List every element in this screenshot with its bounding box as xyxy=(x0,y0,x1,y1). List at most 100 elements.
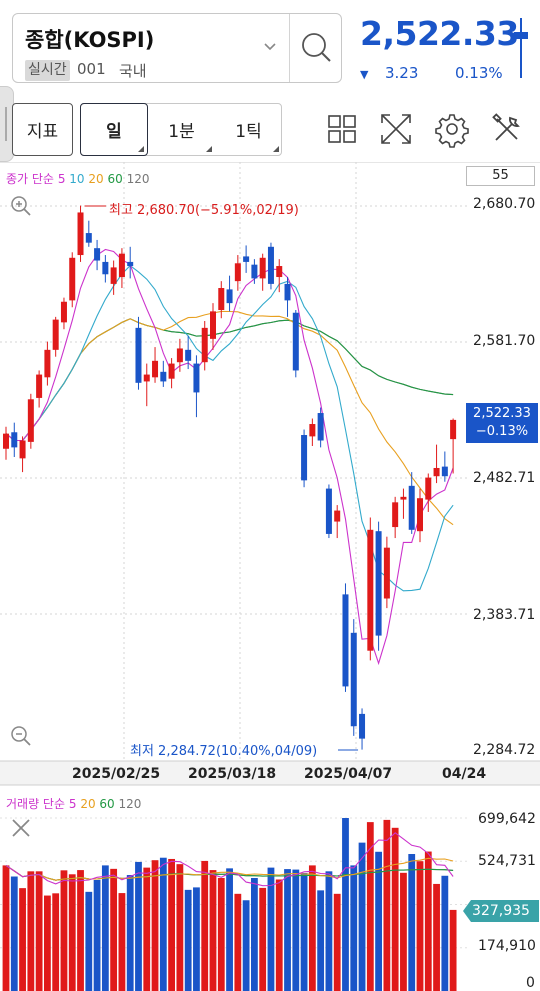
low-label: 최저 2,284.72(10.40%,04/09) xyxy=(130,744,318,759)
current-price-tag-change: −0.13% xyxy=(475,424,529,439)
volume-bar xyxy=(176,864,184,991)
close-x-icon[interactable] xyxy=(10,817,32,839)
candle-body xyxy=(309,424,316,437)
volume-bar xyxy=(242,900,250,991)
volume-bar xyxy=(126,875,134,991)
candle-body xyxy=(226,289,233,304)
search-icon[interactable] xyxy=(290,14,342,82)
x-tick-4: 04/24 xyxy=(442,766,487,782)
candle-body xyxy=(317,413,324,441)
candle-body xyxy=(168,363,175,379)
fullscreen-icon[interactable] xyxy=(377,110,415,148)
candle-body xyxy=(110,267,117,284)
volume-bar xyxy=(151,860,159,991)
candle-body xyxy=(367,529,374,651)
volume-bar xyxy=(366,822,374,991)
candle-body xyxy=(243,256,250,262)
volume-bar xyxy=(93,879,101,991)
candle-body xyxy=(77,212,84,256)
y-tick-2: 2,581.70 xyxy=(473,333,536,349)
candle-body xyxy=(102,261,109,275)
symbol-selector[interactable]: 종합(KOSPI) 실시간 001 국내 xyxy=(12,13,342,83)
candle-body xyxy=(60,301,67,323)
volume-bar xyxy=(375,851,382,991)
candle-body xyxy=(127,261,134,267)
volume-bar xyxy=(101,865,109,991)
volume-ma-20: 20 xyxy=(80,797,96,811)
symbol-box-divider xyxy=(289,14,290,82)
candle-body xyxy=(185,349,192,361)
zoom-in-icon[interactable] xyxy=(9,194,33,218)
candle-body xyxy=(301,435,308,481)
volume-bar xyxy=(10,876,18,991)
chevron-down-icon[interactable] xyxy=(263,40,277,54)
period-tab-day[interactable]: 일 xyxy=(80,103,148,156)
candle-body xyxy=(450,419,457,440)
price-volume-chart[interactable] xyxy=(0,162,540,991)
volume-bar xyxy=(234,893,242,991)
candle-body xyxy=(85,233,92,243)
volume-bar xyxy=(325,871,333,991)
volume-bar xyxy=(358,842,366,991)
symbol-name: 종합(KOSPI) xyxy=(25,28,155,52)
indicator-button[interactable]: 지표 xyxy=(12,103,73,156)
volume-y-tick-2: 524,731 xyxy=(478,853,536,869)
x-axis-band xyxy=(0,761,540,785)
volume-bar xyxy=(333,893,341,991)
candle-body xyxy=(400,496,407,500)
price-ma-legend: 종가 단순 5 10 20 60 120 xyxy=(6,170,150,187)
candle-body xyxy=(408,485,415,530)
candle-body xyxy=(350,632,357,727)
candle-body xyxy=(36,374,43,398)
volume-bar xyxy=(284,869,291,991)
candle-body xyxy=(392,502,399,528)
candle-body xyxy=(19,440,26,459)
tools-icon[interactable] xyxy=(488,110,526,148)
volume-ma-5: 5 xyxy=(68,797,77,811)
candle-body xyxy=(94,248,101,261)
candle-body xyxy=(210,311,216,339)
x-tick-3: 2025/04/07 xyxy=(304,766,393,782)
volume-bar xyxy=(44,895,51,991)
period-tab-label: 1분 xyxy=(168,122,195,142)
volume-bar xyxy=(193,887,200,991)
candle-count-box[interactable]: 55 xyxy=(466,166,535,186)
candle-body xyxy=(69,257,76,301)
candle-body xyxy=(152,360,159,378)
candle-body xyxy=(375,531,382,636)
settings-gear-icon[interactable] xyxy=(433,110,471,148)
zoom-out-icon[interactable] xyxy=(9,724,33,748)
volume-bar xyxy=(391,827,399,991)
y-tick-5: 2,284.72 xyxy=(473,742,536,758)
current-price-tag: 2,522.33 −0.13% xyxy=(466,403,538,443)
period-tab-label: 1틱 xyxy=(235,122,262,142)
candle-body xyxy=(342,594,349,687)
volume-bar xyxy=(400,872,407,991)
candle-body xyxy=(135,327,142,383)
volume-ma-120: 120 xyxy=(118,797,142,811)
y-tick-4: 2,383.71 xyxy=(473,607,536,623)
volume-bar xyxy=(168,858,175,991)
period-corner-indicator xyxy=(138,146,144,152)
layout-grid-icon[interactable] xyxy=(323,110,361,148)
y-tick-3: 2,482.71 xyxy=(473,470,536,486)
candle-body xyxy=(383,547,390,599)
period-corner-indicator xyxy=(273,146,279,152)
realtime-badge: 실시간 xyxy=(25,60,70,81)
volume-bar xyxy=(184,889,192,991)
price-change: 3.23 xyxy=(385,64,419,82)
volume-bar xyxy=(317,890,325,991)
period-tab-1tick[interactable]: 1틱 xyxy=(215,104,282,155)
period-tab-1min[interactable]: 1분 xyxy=(148,104,215,155)
candle-body xyxy=(251,264,258,279)
volume-bar xyxy=(408,854,416,991)
price-ma-title: 종가 단순 xyxy=(6,172,54,186)
candle-body xyxy=(292,312,299,371)
volume-bar xyxy=(27,871,35,991)
volume-ma-legend: 거래량 단순 5 20 60 120 xyxy=(6,795,141,812)
symbol-market: 국내 xyxy=(119,62,147,80)
volume-bar xyxy=(226,868,233,991)
price-ma-5: 5 xyxy=(57,172,66,186)
candle-body xyxy=(325,488,332,534)
candle-body xyxy=(276,266,283,278)
